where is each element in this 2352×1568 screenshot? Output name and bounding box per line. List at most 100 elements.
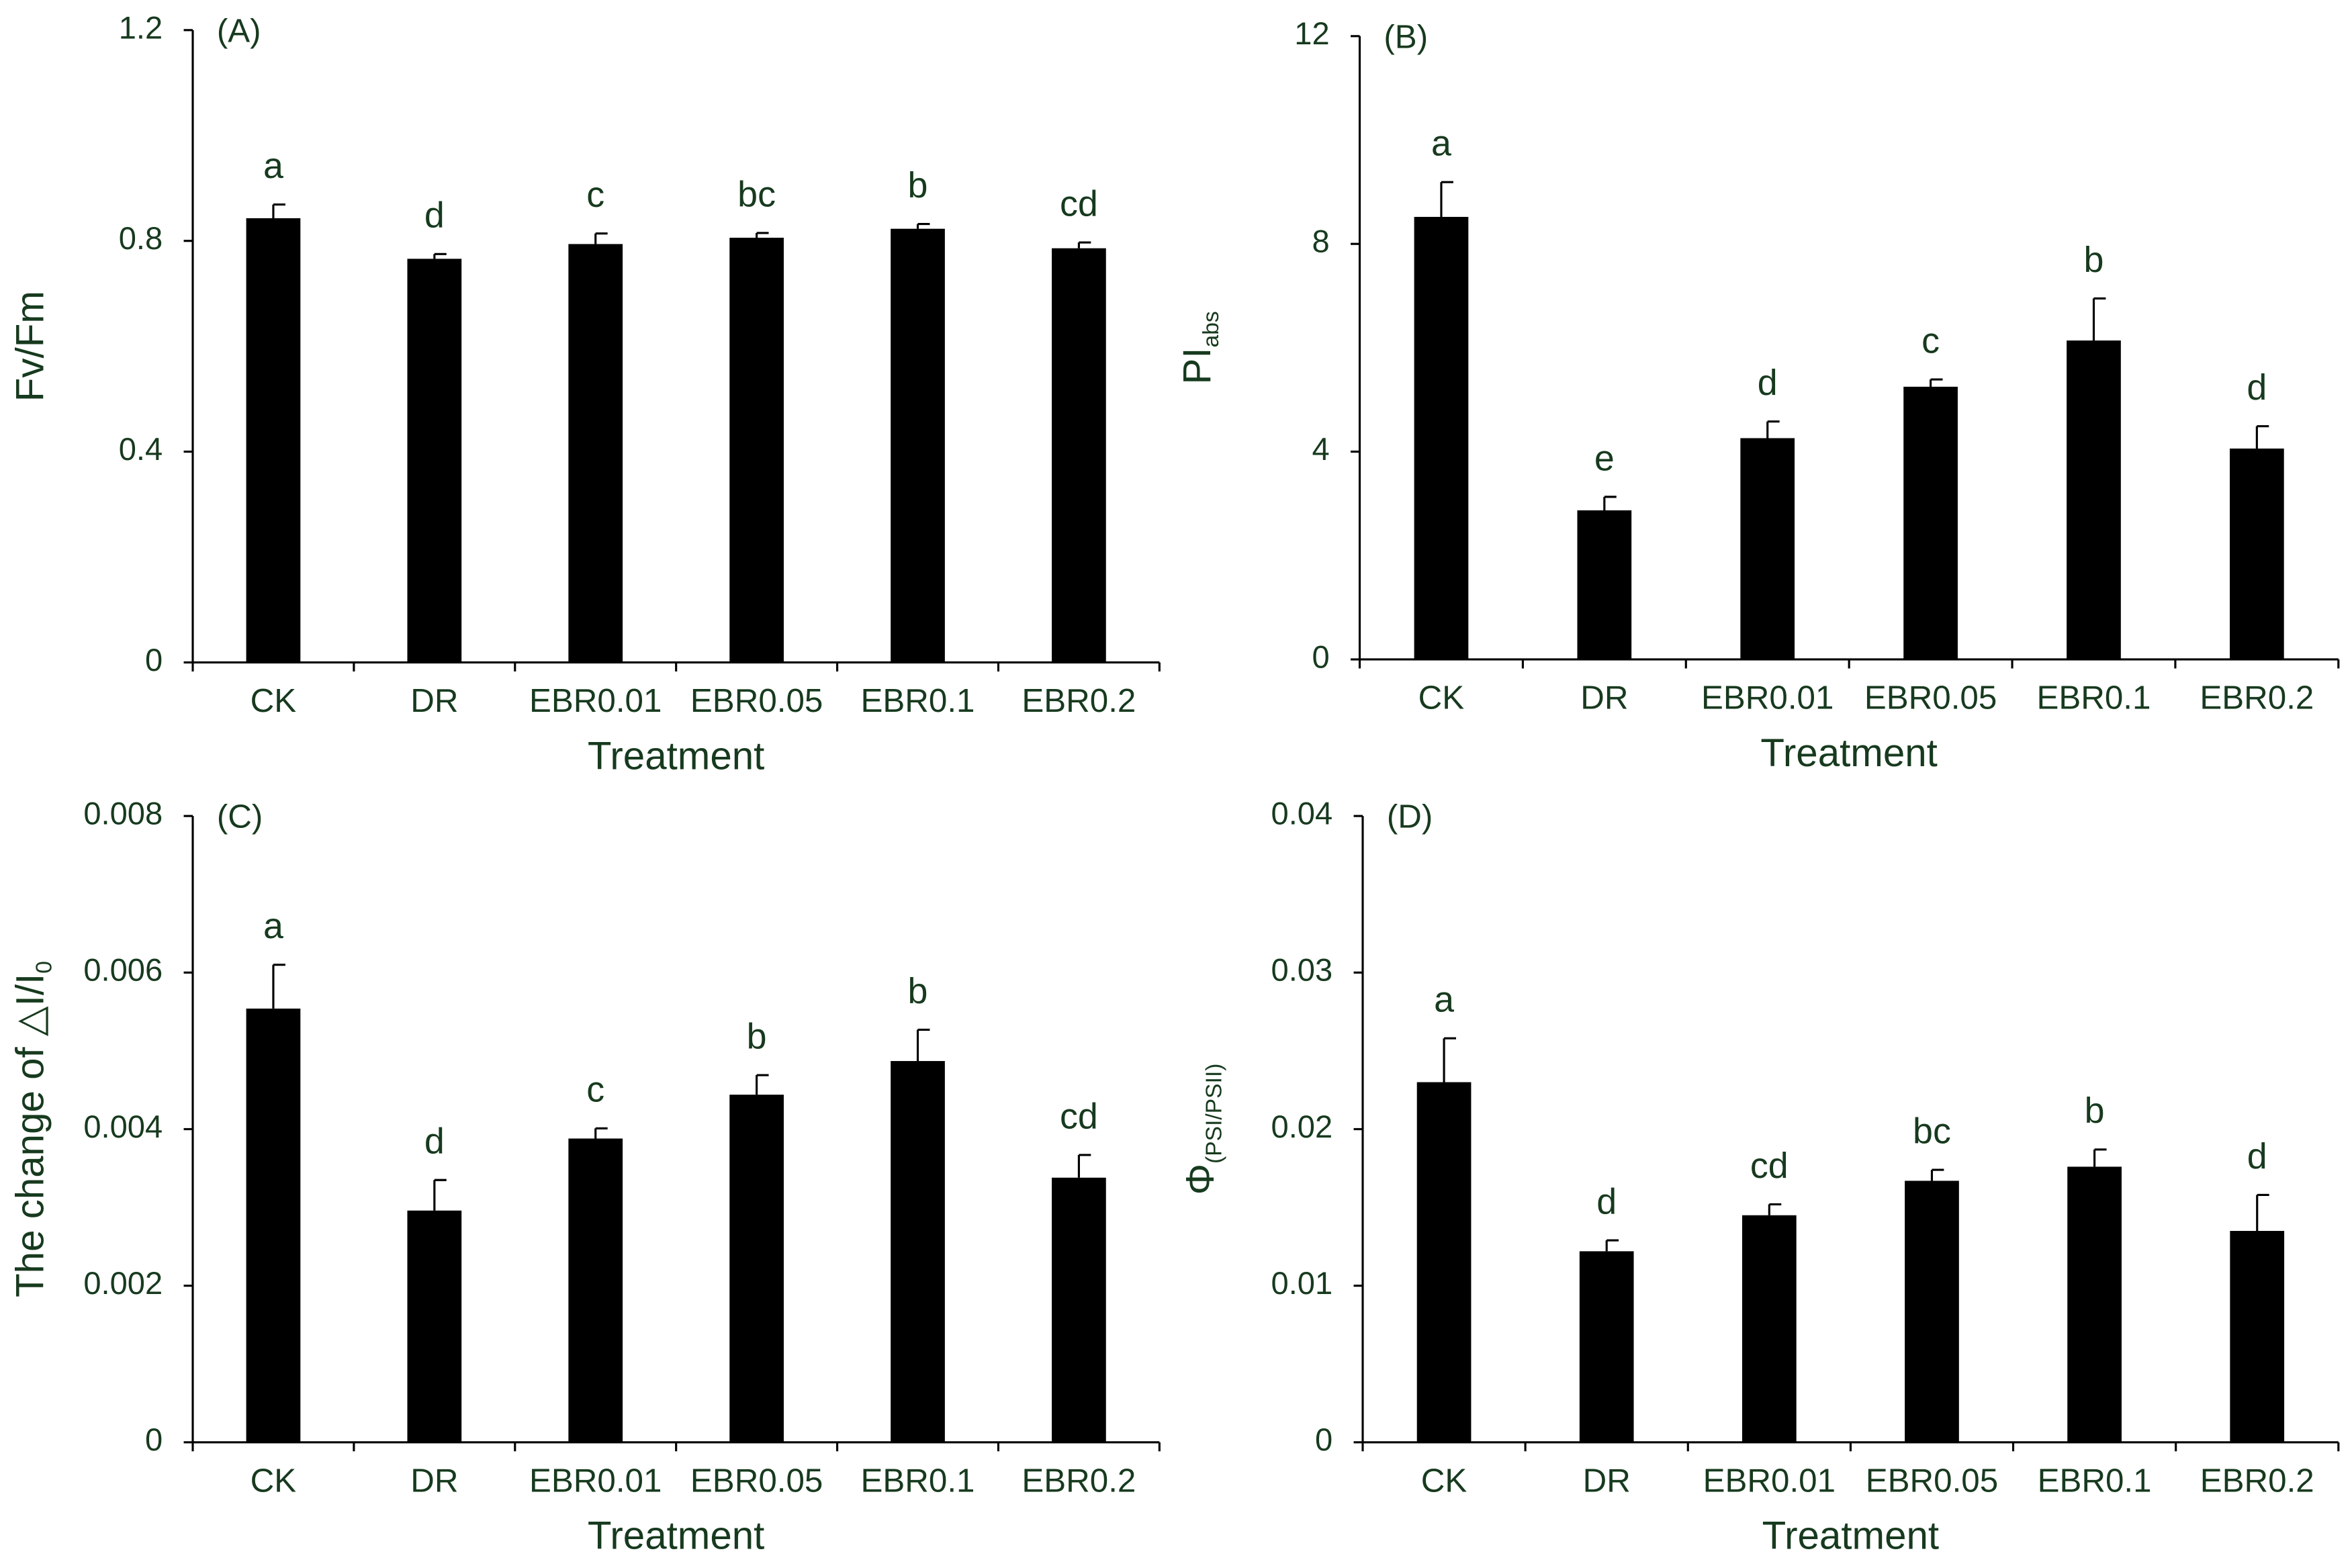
bar: [246, 218, 301, 663]
y-tick-label: 0: [145, 1422, 163, 1457]
x-tick-label: EBR0.05: [690, 682, 823, 719]
significance-letter: d: [424, 195, 445, 236]
significance-letter: c: [586, 175, 604, 215]
x-tick-label: CK: [251, 682, 297, 719]
y-tick-label: 8: [1312, 224, 1329, 259]
significance-letter: b: [908, 165, 928, 205]
significance-letter: b: [2085, 1091, 2105, 1131]
bar: [1052, 1177, 1106, 1442]
bar: [1414, 216, 1469, 659]
x-axis-label: Treatment: [588, 734, 764, 778]
y-tick-label: 12: [1294, 15, 1329, 51]
y-tick-label: 0.03: [1271, 952, 1333, 988]
bar: [407, 259, 462, 663]
bar: [729, 238, 784, 663]
y-axis-label: Φ(PSI/PSII): [1179, 1064, 1226, 1195]
x-tick-label: EBR0.1: [861, 682, 975, 719]
bar: [1577, 510, 1632, 659]
significance-letter: e: [1594, 438, 1615, 478]
significance-letter: d: [2247, 1136, 2267, 1177]
x-tick-label: EBR0.2: [1022, 1462, 1136, 1499]
panel-label: (A): [217, 12, 261, 49]
bar: [2230, 1231, 2285, 1442]
y-tick-label: 0.02: [1271, 1109, 1333, 1144]
bar: [2229, 448, 2284, 659]
bar: [407, 1210, 462, 1442]
x-tick-label: EBR0.01: [529, 682, 662, 719]
significance-letter: a: [1431, 124, 1451, 164]
x-axis-label: Treatment: [1762, 1514, 1939, 1558]
bar: [891, 1061, 945, 1442]
panel: 0 0.4 0.8 1.2 CK DR EBR0.01 EBR0.05 EBR0.1 EBR0.2…: [9, 9, 1161, 778]
x-tick-label: DR: [1580, 680, 1628, 717]
x-axis-label: Treatment: [1760, 731, 1937, 775]
x-tick-label: EBR0.05: [1866, 1462, 1998, 1499]
x-tick-label: DR: [1583, 1462, 1631, 1499]
y-tick-label: 4: [1312, 431, 1329, 467]
x-tick-label: CK: [1418, 680, 1465, 717]
significance-letter: a: [263, 146, 283, 186]
panel-label: (B): [1384, 18, 1428, 55]
x-tick-label: EBR0.01: [529, 1462, 662, 1499]
x-tick-label: CK: [251, 1462, 297, 1499]
bar: [568, 244, 623, 663]
x-tick-label: EBR0.1: [2036, 680, 2151, 717]
panel: 0 0.002 0.004 0.006 0.008 CK DR EBR0.01 EBR0.05 E…: [9, 796, 1161, 1558]
bar: [729, 1095, 784, 1442]
x-tick-label: EBR0.01: [1701, 680, 1834, 717]
x-tick-label: EBR0.01: [1703, 1462, 1836, 1499]
bar: [1052, 248, 1106, 663]
bar: [1416, 1082, 1472, 1442]
significance-letter: bc: [737, 174, 776, 214]
y-axis-label-main: The change of △I/I: [9, 974, 52, 1297]
significance-letter: cd: [1060, 1096, 1098, 1136]
y-tick-label: 0.8: [119, 220, 163, 256]
y-tick-label: 0: [1315, 1422, 1332, 1457]
y-tick-label: 1.2: [119, 9, 163, 45]
bar: [568, 1138, 623, 1442]
bar: [1740, 438, 1795, 659]
y-tick-label: 0: [1312, 639, 1329, 674]
y-axis-label: The change of △I/I0: [9, 961, 56, 1297]
significance-letter: d: [1758, 363, 1778, 403]
y-tick-label: 0.04: [1271, 796, 1333, 831]
y-axis-label: Fv/Fm: [9, 291, 52, 402]
y-tick-label: 0.002: [83, 1265, 163, 1301]
x-tick-label: EBR0.2: [2200, 1462, 2314, 1499]
bar: [1905, 1181, 1959, 1442]
significance-letter: c: [1921, 320, 1940, 361]
significance-letter: cd: [1060, 183, 1098, 224]
y-axis-label-sub: 0: [32, 961, 56, 974]
bar: [1579, 1251, 1634, 1442]
y-tick-label: 0.004: [83, 1109, 163, 1144]
y-tick-label: 0.006: [83, 952, 163, 988]
bar: [891, 228, 945, 663]
significance-letter: a: [263, 906, 283, 946]
x-tick-label: EBR0.1: [861, 1462, 975, 1499]
y-axis-label: PIabs: [1175, 311, 1223, 384]
x-tick-label: EBR0.05: [1864, 680, 1997, 717]
y-tick-label: 0: [145, 642, 163, 678]
significance-letter: c: [586, 1070, 604, 1110]
significance-letter: b: [908, 971, 928, 1011]
significance-letter: b: [2084, 240, 2104, 280]
significance-letter: d: [2247, 367, 2267, 408]
x-tick-label: CK: [1421, 1462, 1467, 1499]
panel: 0 0.01 0.02 0.03 0.04 CK DR EBR0.01 EBR0.05 EBR0.…: [1179, 796, 2340, 1558]
y-axis-label-main: Fv/Fm: [9, 291, 52, 402]
y-axis-label-sub: (PSI/PSII): [1202, 1064, 1226, 1164]
significance-letter: a: [1434, 980, 1454, 1020]
x-tick-label: EBR0.2: [1022, 682, 1136, 719]
x-tick-label: EBR0.1: [2038, 1462, 2152, 1499]
y-tick-label: 0.4: [119, 431, 163, 467]
x-tick-label: EBR0.05: [690, 1462, 823, 1499]
bar: [1903, 386, 1958, 659]
x-tick-label: DR: [410, 1462, 458, 1499]
bar: [2067, 1166, 2122, 1442]
significance-letter: d: [1596, 1181, 1617, 1221]
y-tick-label: 0.008: [83, 796, 163, 831]
y-tick-label: 0.01: [1271, 1265, 1333, 1301]
significance-letter: b: [747, 1016, 767, 1056]
y-axis-label-main: Φ: [1179, 1164, 1222, 1195]
